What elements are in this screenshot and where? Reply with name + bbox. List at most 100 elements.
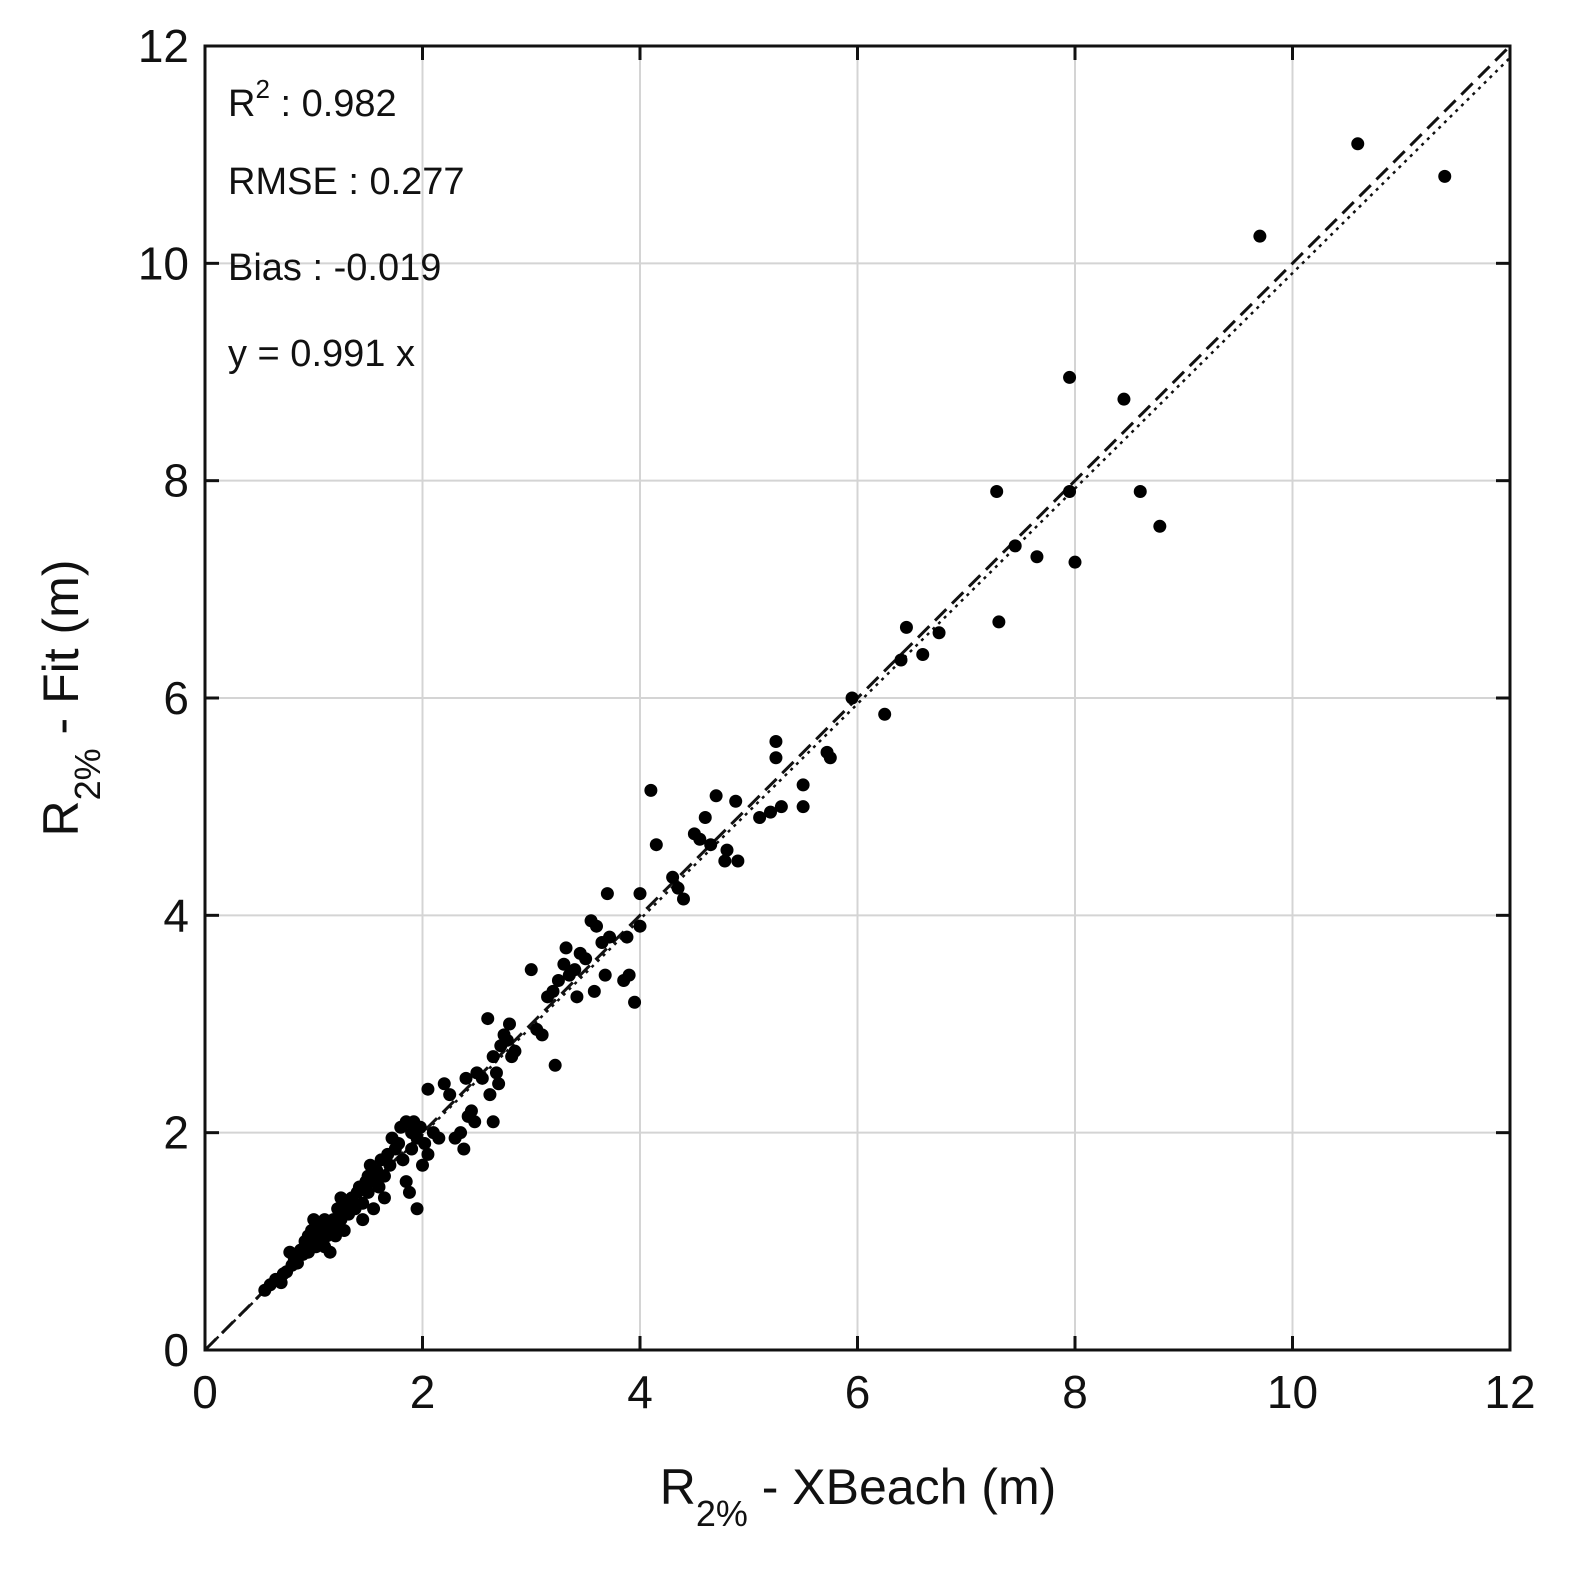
x-tick-label: 10 xyxy=(1267,1366,1318,1418)
x-tick-label: 8 xyxy=(1062,1366,1088,1418)
data-point xyxy=(548,1058,562,1072)
data-point xyxy=(413,1120,427,1134)
data-point xyxy=(649,838,663,852)
data-point xyxy=(486,1050,500,1064)
data-point xyxy=(546,984,560,998)
y-tick-label: 0 xyxy=(163,1324,189,1376)
x-tick-label: 12 xyxy=(1484,1366,1535,1418)
data-point xyxy=(731,854,745,868)
data-point xyxy=(598,968,612,982)
x-tick-label: 4 xyxy=(627,1366,653,1418)
x-tick-labels: 0 2 4 6 8 10 12 xyxy=(192,1366,1535,1418)
y-tick-label: 10 xyxy=(138,237,189,289)
data-point xyxy=(483,1088,497,1102)
data-point xyxy=(769,734,783,748)
y-tick-label: 6 xyxy=(163,672,189,724)
x-tick-label: 6 xyxy=(845,1366,871,1418)
data-points xyxy=(258,137,1452,1297)
data-point xyxy=(475,1071,489,1085)
y-tick-label: 2 xyxy=(163,1107,189,1159)
data-point xyxy=(823,751,837,765)
data-point xyxy=(1438,169,1452,183)
data-point xyxy=(693,832,707,846)
data-point xyxy=(1117,392,1131,406)
data-point xyxy=(416,1158,429,1172)
data-point xyxy=(698,811,712,825)
data-point xyxy=(845,691,859,705)
data-point xyxy=(383,1158,397,1172)
data-point xyxy=(1253,229,1267,243)
data-point xyxy=(677,892,690,906)
x-tick-label: 0 xyxy=(192,1366,218,1418)
data-point xyxy=(587,984,601,998)
data-point xyxy=(1153,519,1167,533)
y-tick-label: 4 xyxy=(163,889,189,941)
r2-annotation: R2 : 0.982 xyxy=(228,74,397,125)
data-point xyxy=(367,1202,381,1216)
data-point xyxy=(402,1185,416,1199)
x-axis-label: R2% - XBeach (m) xyxy=(660,1459,1057,1534)
data-point xyxy=(361,1185,375,1199)
data-point xyxy=(644,783,658,797)
data-point xyxy=(437,1077,451,1091)
data-point xyxy=(459,1071,473,1085)
data-point xyxy=(559,941,573,955)
stats-annotations: R2 : 0.982 RMSE : 0.277 Bias : -0.019 y … xyxy=(228,74,465,375)
data-point xyxy=(990,485,1004,499)
data-point xyxy=(1351,137,1365,151)
y-tick-labels: 0 2 4 6 8 10 12 xyxy=(138,20,189,1376)
fit-equation-annotation: y = 0.991 x xyxy=(228,333,415,375)
data-point xyxy=(671,881,685,895)
data-point xyxy=(894,653,908,667)
data-point xyxy=(764,805,777,819)
data-point xyxy=(405,1142,419,1156)
tick-marks xyxy=(203,44,1512,1352)
data-point xyxy=(796,778,810,792)
data-point xyxy=(878,707,892,721)
y-axis-label: R2% - Fit (m) xyxy=(33,560,108,837)
data-point xyxy=(1063,370,1077,384)
data-point xyxy=(356,1196,370,1210)
data-point xyxy=(720,843,734,857)
data-point xyxy=(1063,485,1077,499)
data-point xyxy=(468,1115,482,1129)
data-point xyxy=(557,957,571,971)
data-point xyxy=(392,1137,406,1151)
data-point xyxy=(590,919,603,933)
data-point xyxy=(410,1202,424,1216)
data-point xyxy=(729,794,743,808)
data-point xyxy=(992,615,1006,629)
data-point xyxy=(568,963,582,977)
data-point xyxy=(457,1142,471,1156)
data-point xyxy=(377,1169,391,1183)
data-point xyxy=(377,1191,391,1205)
data-point xyxy=(570,990,584,1004)
bias-annotation: Bias : -0.019 xyxy=(228,247,441,289)
data-point xyxy=(1068,555,1082,569)
data-point xyxy=(489,1066,503,1080)
data-point xyxy=(443,1088,457,1102)
data-point xyxy=(323,1245,337,1259)
data-point xyxy=(600,887,614,901)
data-point xyxy=(492,1077,506,1091)
data-point xyxy=(666,870,680,884)
data-point xyxy=(603,930,617,944)
data-point xyxy=(535,1028,549,1042)
data-point xyxy=(628,995,642,1009)
data-point xyxy=(769,751,783,765)
data-point xyxy=(399,1175,413,1189)
y-tick-label: 12 xyxy=(138,20,189,72)
data-point xyxy=(709,789,723,803)
data-point xyxy=(503,1017,516,1031)
x-tick-label: 2 xyxy=(410,1366,436,1418)
data-point xyxy=(421,1082,435,1096)
data-point xyxy=(454,1126,468,1140)
data-point xyxy=(579,952,593,966)
data-point xyxy=(396,1153,410,1167)
data-point xyxy=(899,620,913,634)
data-point xyxy=(464,1104,478,1118)
data-point xyxy=(356,1213,370,1227)
data-point xyxy=(916,648,930,662)
data-point xyxy=(508,1044,522,1058)
